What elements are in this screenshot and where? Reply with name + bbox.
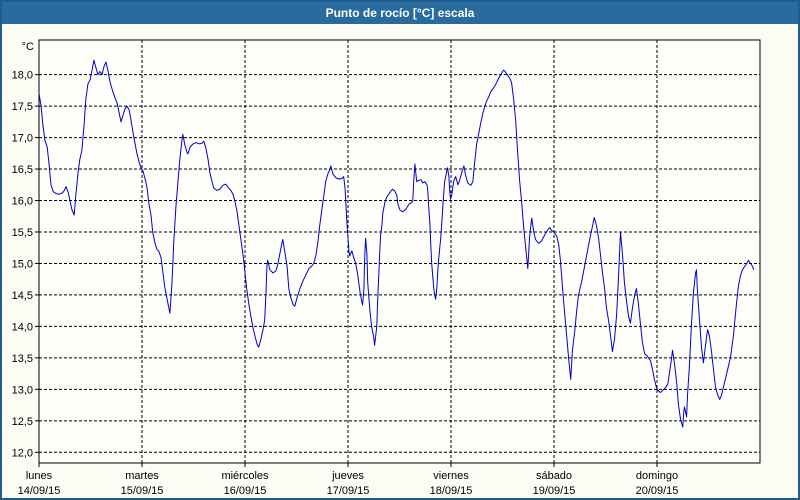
x-date-label: 17/09/15 [327,485,370,497]
x-day-label: miércoles [221,470,269,482]
y-tick-label: 12,0 [12,447,33,459]
y-tick-label: 14,5 [12,290,33,302]
x-day-label: sábado [536,470,572,482]
y-tick-label: 12,5 [12,416,33,428]
x-day-label: viernes [433,470,469,482]
x-date-label: 20/09/15 [636,485,679,497]
x-date-label: 18/09/15 [430,485,473,497]
x-day-label: martes [125,470,159,482]
y-tick-label: 13,0 [12,384,33,396]
x-day-label: domingo [636,470,678,482]
dewpoint-series-line [38,59,755,428]
x-day-label: jueves [331,470,364,482]
x-date-label: 16/09/15 [224,485,267,497]
y-tick-label: 16,5 [12,164,33,176]
chart-title: Punto de rocío [°C] escala [325,6,475,20]
x-date-label: 15/09/15 [121,485,164,497]
chart-area: 12,0 12,5 13,0 13,5 14,0 14,5 15,0 15,5 16,0 16,5… [2,24,798,498]
y-tick-label: 14,0 [12,321,33,333]
x-date-label: 19/09/15 [533,485,576,497]
y-axis-unit-label: °C [22,41,34,53]
y-tick-label: 13,5 [12,353,33,365]
y-tick-label: 15,5 [12,227,33,239]
y-tick-label: 17,5 [12,101,33,113]
y-tick-label: 18,0 [12,70,33,82]
x-date-label: 14/09/15 [18,485,61,497]
title-bar: Punto de rocío [°C] escala [2,2,798,24]
x-day-label: lunes [26,470,53,482]
plot-background [39,40,760,463]
y-tick-label: 17,0 [12,133,33,145]
dewpoint-line-chart: 12,0 12,5 13,0 13,5 14,0 14,5 15,0 15,5 16,0 16,5… [12,39,761,497]
plot-frame [38,39,761,464]
y-tick-label: 16,0 [12,196,33,208]
y-tick-label: 15,0 [12,258,33,270]
